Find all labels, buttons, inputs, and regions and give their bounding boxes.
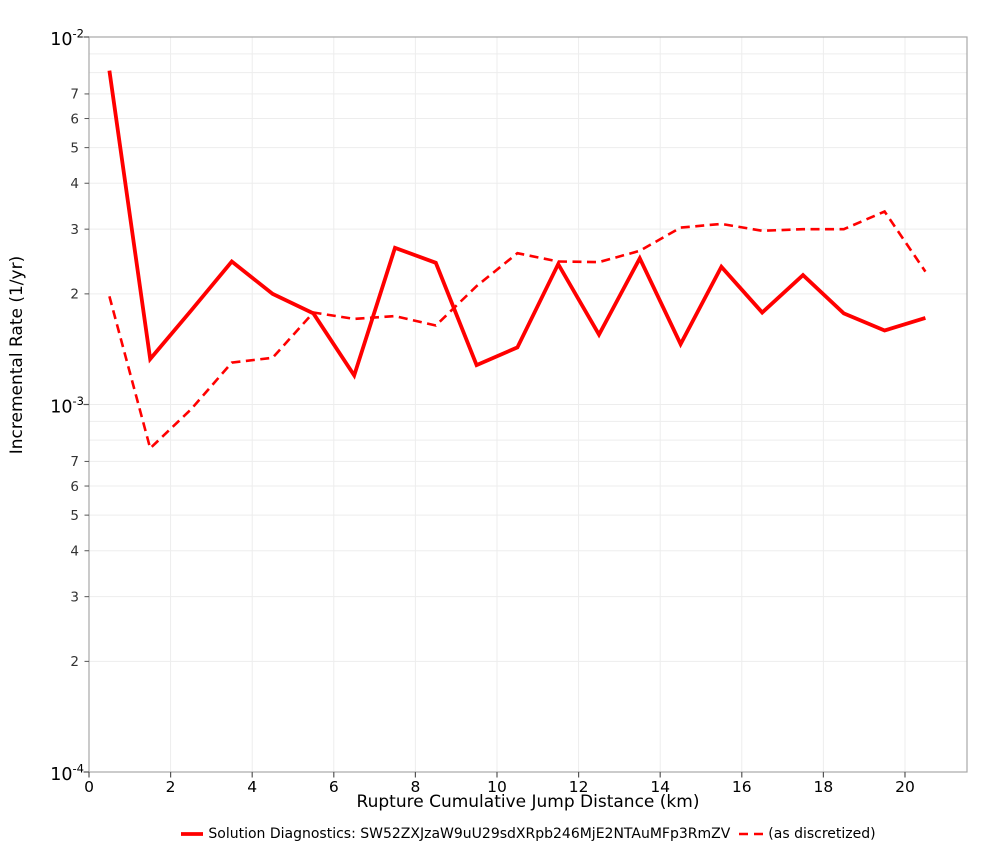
y-minor-tick-label: 5 <box>70 508 79 524</box>
y-minor-tick-label: 5 <box>70 140 79 156</box>
x-tick-label: 4 <box>247 778 257 796</box>
y-minor-tick-label: 6 <box>70 111 79 127</box>
y-minor-tick-label: 2 <box>70 287 79 303</box>
series-line-solid <box>107 70 926 380</box>
x-tick-label: 0 <box>84 778 94 796</box>
y-minor-tick-label: 3 <box>70 222 79 238</box>
series-line-dashed <box>108 209 927 451</box>
y-major-tick-label: 10-3 <box>50 394 84 418</box>
x-tick-label: 8 <box>410 778 420 796</box>
y-major-tick-label: 10-4 <box>50 762 84 786</box>
legend-swatch-solid-line-icon <box>181 832 204 836</box>
x-tick-label: 12 <box>569 778 589 796</box>
x-axis-label: Rupture Cumulative Jump Distance (km) <box>356 792 700 812</box>
y-minor-tick-label: 4 <box>70 176 79 192</box>
y-minor-tick-label: 3 <box>70 589 79 605</box>
y-minor-tick-label: 7 <box>70 454 79 470</box>
x-tick-label: 18 <box>814 778 834 796</box>
y-minor-tick-label: 4 <box>70 544 79 560</box>
y-minor-tick-label: 7 <box>70 87 79 103</box>
legend-label-as-discretized: (as discretized) <box>768 826 876 842</box>
legend-item-as-discretized: (as discretized) <box>738 826 876 842</box>
y-minor-tick-label: 6 <box>70 479 79 495</box>
legend-label-solution-diagnostics: Solution Diagnostics: SW52ZXJzaW9uU29sdX… <box>208 826 731 842</box>
legend-swatch-dashed-line-icon <box>739 832 764 836</box>
legend: Solution Diagnostics: SW52ZXJzaW9uU29sdX… <box>89 824 967 844</box>
legend-item-solution-diagnostics: Solution Diagnostics: SW52ZXJzaW9uU29sdX… <box>180 826 730 842</box>
x-tick-label: 16 <box>732 778 752 796</box>
x-tick-label: 2 <box>166 778 176 796</box>
x-axis-ticks: 0 2 4 6 8 10 12 14 16 18 20 <box>84 772 915 796</box>
gridlines <box>88 36 967 773</box>
x-tick-label: 14 <box>650 778 670 796</box>
y-minor-tick-label: 2 <box>70 654 79 670</box>
y-axis-label: Incremental Rate (1/yr) <box>7 255 27 455</box>
x-tick-label: 6 <box>329 778 339 796</box>
y-axis-ticks: 10-2 10-3 10-4 7 6 5 4 3 2 7 6 5 4 3 2 <box>50 27 89 786</box>
x-tick-label: 10 <box>487 778 507 796</box>
x-tick-label: 20 <box>895 778 915 796</box>
y-major-tick-label: 10-2 <box>50 27 84 51</box>
